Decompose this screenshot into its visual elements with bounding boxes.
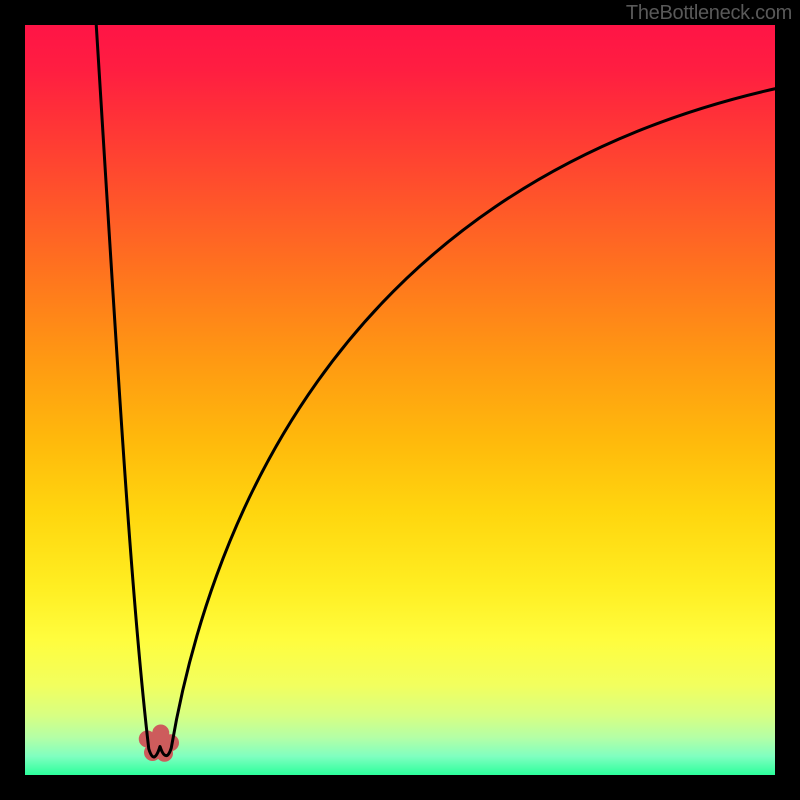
chart-container: TheBottleneck.com: [0, 0, 800, 800]
watermark-text: TheBottleneck.com: [626, 2, 792, 25]
valley-marker: [153, 725, 169, 741]
plot-background: [25, 25, 775, 775]
bottleneck-chart: [0, 0, 800, 800]
